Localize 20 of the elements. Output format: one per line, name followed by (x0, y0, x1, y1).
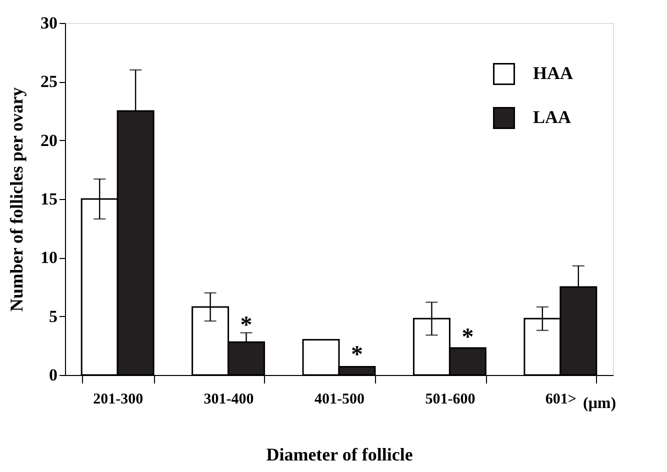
x-tick-label: 301-400 (204, 392, 254, 408)
annotation: * (350, 342, 363, 368)
annotation: * (462, 324, 474, 350)
y-axis-title: Number of follicles per ovary (6, 87, 26, 312)
x-axis-title: Diameter of follicle (266, 444, 413, 464)
y-tick-label: 25 (40, 72, 58, 92)
x-tick-label: 201-300 (93, 392, 144, 408)
y-tick-label: 30 (40, 14, 58, 32)
x-tick-label: 601> (545, 392, 576, 408)
y-tick-label: 15 (40, 190, 58, 208)
annotation: * (240, 312, 252, 339)
y-tick-label: 5 (49, 306, 58, 326)
x-tick-label: 401-500 (314, 392, 364, 408)
text: (μm) (583, 395, 616, 412)
x-tick-label: 501-600 (425, 392, 476, 408)
y-tick-label: 10 (40, 248, 58, 268)
y-tick-label: 0 (49, 366, 58, 384)
legend-label: LAA (533, 107, 572, 127)
y-tick-label: 20 (40, 130, 58, 150)
legend-label: HAA (533, 63, 573, 83)
